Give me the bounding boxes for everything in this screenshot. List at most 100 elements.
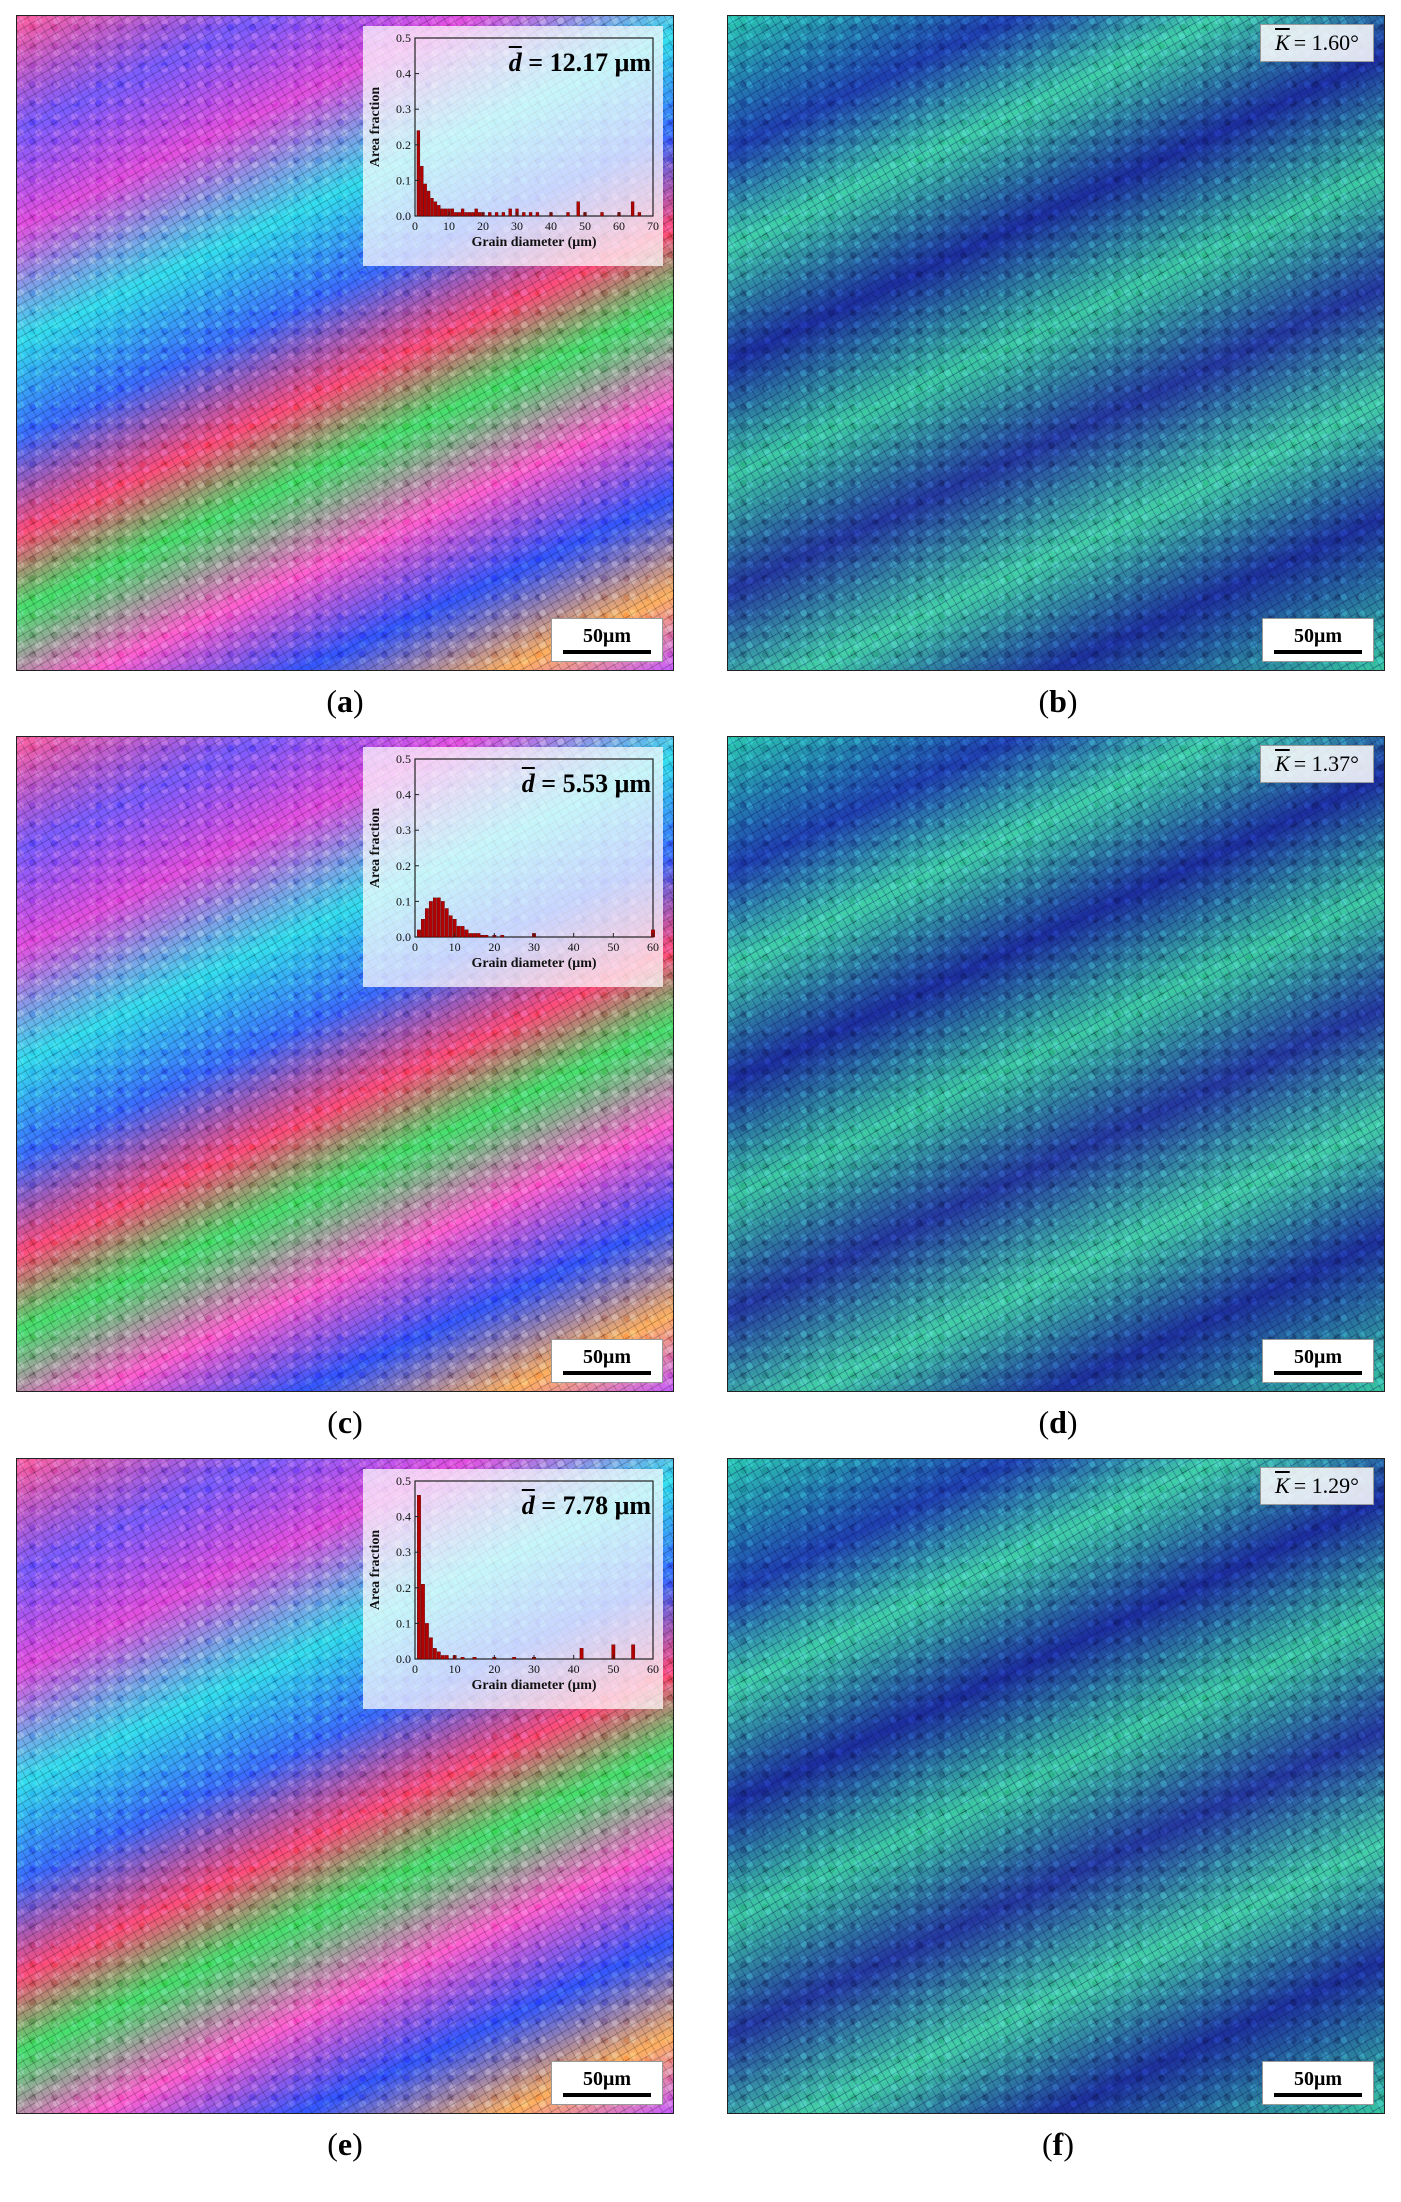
y-tick-label: 0.4 (396, 1510, 411, 1524)
y-tick-label: 0.2 (396, 138, 411, 152)
ipf-map-e: 0 10 20 30 40 50 60 0.0 0.1 0.2 0.3 0.4 0.5 Grain dia… (16, 1458, 674, 2114)
histogram-bar (433, 201, 438, 217)
histogram-bar (468, 933, 473, 938)
x-tick-label: 60 (613, 219, 625, 233)
y-axis-label: Area fraction (368, 87, 383, 167)
y-tick-label: 0.1 (396, 894, 411, 908)
x-tick-label: 50 (579, 219, 591, 233)
histogram-a: 0 10 20 30 40 50 60 70 0.0 0.1 0.2 0.3 0.4 0.5 Grain d… (368, 31, 659, 250)
caption-c: (c) (327, 1404, 363, 1440)
grain-texture (728, 1459, 1384, 2113)
x-tick-label: 50 (607, 940, 619, 954)
histogram-bar (630, 201, 635, 217)
grain-texture (728, 16, 1384, 670)
kam-map-f: K = 1.29° 50μm (727, 1458, 1385, 2114)
grain-size-inset-a: 0 10 20 30 40 50 60 70 0.0 0.1 0.2 0.3 0.4 0.5 Grain d… (363, 26, 663, 266)
histogram-bar (428, 1637, 433, 1660)
histogram-bar (457, 212, 461, 217)
histogram-bar (432, 897, 437, 938)
histogram-bar (440, 901, 445, 938)
histogram-bar (480, 935, 485, 938)
histogram-bar (425, 1623, 429, 1660)
histogram-bar (474, 208, 478, 217)
y-tick-label: 0.4 (396, 67, 411, 81)
histogram-bar (471, 212, 475, 217)
histogram-c: 0 10 20 30 40 50 60 0.0 0.1 0.2 0.3 0.4 0.5 Grain dia… (368, 752, 659, 971)
histogram-bar (472, 1657, 477, 1660)
x-tick-label: 0 (412, 940, 418, 954)
histogram-bar (420, 165, 424, 217)
histogram-bar (488, 212, 492, 217)
histogram-bar (426, 190, 431, 217)
histogram-bar (430, 197, 434, 217)
x-tick-label: 20 (488, 940, 500, 954)
x-axis-label: Grain diameter (μm) (471, 1678, 596, 1693)
histogram-bar (467, 212, 472, 217)
ipf-map-a: 0 10 20 30 40 50 60 70 0.0 0.1 0.2 0.3 0.4 0.5 Grain d… (16, 15, 674, 671)
histogram-bar (522, 212, 526, 217)
scale-bar-d: 50μm (1262, 1339, 1374, 1383)
histogram-bar (421, 918, 425, 938)
histogram-bar (512, 1657, 517, 1660)
histogram-bar (501, 212, 506, 217)
mean-grain-size-label-e: d = 7.78 μm (521, 1491, 651, 1520)
histogram-bar (425, 908, 429, 938)
histogram-bar (477, 212, 482, 217)
x-tick-label: 10 (449, 1662, 461, 1676)
histogram-bar (436, 897, 441, 938)
scale-bar-f: 50μm (1262, 2061, 1374, 2105)
histogram-bar (460, 1657, 465, 1660)
histogram-bar (450, 208, 455, 217)
x-tick-label: 0 (412, 1662, 418, 1676)
caption-e: (e) (327, 2126, 363, 2162)
mean-kam-label-d: K = 1.37° (1260, 745, 1374, 783)
histogram-bar (417, 929, 421, 938)
histogram-bar (476, 933, 481, 938)
histogram-bar (428, 901, 433, 938)
histogram-bar (423, 183, 427, 217)
x-tick-label: 20 (488, 1662, 500, 1676)
histogram-bar (421, 1584, 425, 1660)
histogram-bar (472, 933, 477, 938)
histogram-bar (448, 915, 453, 938)
histogram-bar (436, 1651, 441, 1660)
x-tick-label: 50 (607, 1662, 619, 1676)
y-tick-label: 0.5 (396, 1474, 411, 1488)
histogram-e: 0 10 20 30 40 50 60 0.0 0.1 0.2 0.3 0.4 0.5 Grain dia… (368, 1474, 659, 1693)
y-tick-label: 0.2 (396, 859, 411, 873)
y-axis-label: Area fraction (368, 808, 383, 888)
histogram-bar (456, 926, 461, 938)
x-tick-label: 10 (443, 219, 455, 233)
x-tick-label: 10 (449, 940, 461, 954)
y-tick-label: 0.1 (396, 1616, 411, 1630)
x-tick-label: 40 (568, 940, 580, 954)
x-tick-label: 20 (477, 219, 489, 233)
histogram-bar (416, 130, 421, 217)
histogram-bar (444, 1655, 449, 1660)
grain-texture (728, 737, 1384, 1391)
histogram-bar (576, 201, 580, 217)
histogram-bar (460, 926, 465, 938)
y-tick-label: 0.5 (396, 752, 411, 766)
histogram-bar (566, 212, 570, 217)
x-axis-label: Grain diameter (μm) (471, 956, 596, 971)
histogram-bar (443, 208, 448, 217)
histogram-bar (460, 208, 465, 217)
y-tick-label: 0.0 (396, 209, 411, 223)
histogram-bar (508, 208, 512, 217)
histogram-bar (417, 1495, 421, 1660)
caption-f: (f) (1042, 2126, 1074, 2162)
histogram-bar (600, 212, 604, 217)
histogram-bar (437, 205, 441, 217)
scale-bar-b: 50μm (1262, 618, 1374, 662)
histogram-bar (444, 908, 449, 938)
y-tick-label: 0.5 (396, 31, 411, 45)
caption-a: (a) (326, 683, 364, 719)
y-tick-label: 0.3 (396, 823, 411, 837)
kam-map-b: K = 1.60° 50μm (727, 15, 1385, 671)
y-axis-label: Area fraction (368, 1530, 383, 1610)
histogram-bar (440, 208, 444, 217)
x-tick-label: 60 (647, 940, 659, 954)
y-tick-label: 0.4 (396, 788, 411, 802)
histogram-bar (528, 212, 533, 217)
